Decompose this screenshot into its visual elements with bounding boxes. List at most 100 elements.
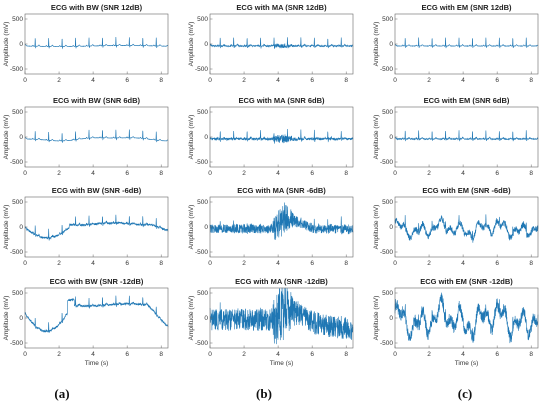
x-tick-label: 6 bbox=[310, 351, 314, 358]
y-tick-label: -500 bbox=[10, 66, 23, 73]
y-tick-label: 0 bbox=[389, 224, 393, 231]
y-axis-label: Amplitude (mV) bbox=[3, 22, 10, 67]
x-tick-label: 6 bbox=[125, 351, 129, 358]
x-tick-label: 4 bbox=[91, 77, 95, 84]
y-axis-label: Amplitude (mV) bbox=[373, 115, 380, 160]
panel-title: ECG with BW (SNR 6dB) bbox=[53, 96, 141, 105]
y-axis-label: Amplitude (mV) bbox=[373, 296, 380, 341]
x-tick-label: 4 bbox=[276, 260, 280, 267]
ecg-series-line bbox=[209, 37, 354, 49]
y-axis-label: Amplitude (mV) bbox=[373, 205, 380, 250]
panel-title: ECG with BW (SNR 12dB) bbox=[51, 3, 143, 12]
y-tick-label: 500 bbox=[197, 290, 208, 297]
ecg-series-line bbox=[394, 292, 539, 344]
panel-5: ECG with EM (SNR 6dB)0 2 4 6 8-5000500Amplit… bbox=[373, 96, 539, 177]
x-tick-label: 6 bbox=[495, 351, 499, 358]
x-tick-label: 2 bbox=[242, 351, 246, 358]
y-tick-label: -500 bbox=[380, 66, 393, 73]
y-tick-label: 0 bbox=[389, 315, 393, 322]
y-tick-label: 0 bbox=[19, 41, 23, 48]
panel-title: ECG with EM (SNR -12dB) bbox=[420, 277, 513, 286]
x-tick-label: 8 bbox=[529, 351, 533, 358]
y-tick-label: 0 bbox=[19, 224, 23, 231]
x-tick-label: 2 bbox=[57, 77, 61, 84]
y-axis-label: Amplitude (mV) bbox=[373, 22, 380, 67]
panel-3: ECG with BW (SNR 6dB)0 2 4 6 8-5000500Amplit… bbox=[3, 96, 169, 177]
caption-a: (a) bbox=[54, 386, 70, 401]
y-tick-label: -500 bbox=[195, 249, 208, 256]
caption-c: (c) bbox=[457, 386, 473, 401]
plot-frame bbox=[24, 13, 169, 75]
x-tick-label: 0 bbox=[393, 77, 397, 84]
x-tick-label: 2 bbox=[57, 170, 61, 177]
y-tick-label: -500 bbox=[380, 249, 393, 256]
x-tick-label: 0 bbox=[393, 260, 397, 267]
ecg-series-line bbox=[394, 214, 539, 243]
y-tick-label: -500 bbox=[10, 159, 23, 166]
ecg-series-line bbox=[209, 129, 354, 144]
panel-title: ECG with EM (SNR -6dB) bbox=[422, 186, 511, 195]
x-tick-label: 0 bbox=[208, 260, 212, 267]
plot-frame bbox=[24, 106, 169, 168]
x-tick-label: 8 bbox=[529, 260, 533, 267]
y-tick-label: -500 bbox=[380, 159, 393, 166]
x-tick-label: 0 bbox=[23, 351, 27, 358]
y-tick-label: 500 bbox=[197, 109, 208, 116]
panel-10: ECG with MA (SNR -12dB)0 2 4 6 8-5000500Ampl… bbox=[188, 277, 354, 367]
plot-frame bbox=[394, 287, 539, 349]
x-tick-label: 6 bbox=[495, 77, 499, 84]
ecg-figure: ECG with BW (SNR 12dB)0 2 4 6 8-5000500Ampli… bbox=[3, 3, 539, 367]
y-tick-label: 500 bbox=[382, 109, 393, 116]
panel-7: ECG with MA (SNR -6dB)0 2 4 6 8-5000500Ampli… bbox=[188, 186, 354, 267]
panel-0: ECG with BW (SNR 12dB)0 2 4 6 8-5000500Ampli… bbox=[3, 3, 169, 84]
y-tick-label: 500 bbox=[382, 16, 393, 23]
plot-frame bbox=[394, 13, 539, 75]
x-tick-label: 6 bbox=[310, 77, 314, 84]
x-tick-label: 0 bbox=[208, 170, 212, 177]
ecg-series-line bbox=[209, 287, 354, 345]
y-tick-label: -500 bbox=[380, 340, 393, 347]
y-tick-label: 0 bbox=[19, 315, 23, 322]
y-tick-label: 500 bbox=[12, 109, 23, 116]
x-tick-label: 8 bbox=[344, 351, 348, 358]
x-tick-label: 2 bbox=[242, 260, 246, 267]
x-tick-label: 6 bbox=[495, 170, 499, 177]
x-tick-label: 4 bbox=[461, 170, 465, 177]
x-tick-label: 0 bbox=[393, 170, 397, 177]
y-tick-label: 0 bbox=[204, 134, 208, 141]
y-tick-label: 500 bbox=[382, 290, 393, 297]
y-axis-label: Amplitude (mV) bbox=[188, 115, 195, 160]
x-tick-label: 6 bbox=[310, 260, 314, 267]
y-axis-label: Amplitude (mV) bbox=[188, 22, 195, 67]
panel-title: ECG with MA (SNR 12dB) bbox=[236, 3, 327, 12]
panel-6: ECG with BW (SNR -6dB)0 2 4 6 8-5000500Ampli… bbox=[3, 186, 169, 267]
panel-title: ECG with MA (SNR -12dB) bbox=[235, 277, 328, 286]
x-tick-label: 8 bbox=[344, 170, 348, 177]
x-tick-label: 8 bbox=[159, 77, 163, 84]
x-tick-label: 8 bbox=[344, 260, 348, 267]
ecg-series-line bbox=[209, 202, 354, 240]
x-tick-label: 4 bbox=[461, 77, 465, 84]
x-tick-label: 0 bbox=[23, 260, 27, 267]
x-tick-label: 6 bbox=[495, 260, 499, 267]
panel-8: ECG with EM (SNR -6dB)0 2 4 6 8-5000500Ampli… bbox=[373, 186, 539, 267]
panel-title: ECG with MA (SNR 6dB) bbox=[239, 96, 325, 105]
y-tick-label: 500 bbox=[197, 199, 208, 206]
x-tick-label: 4 bbox=[276, 170, 280, 177]
y-tick-label: -500 bbox=[195, 340, 208, 347]
y-tick-label: -500 bbox=[195, 159, 208, 166]
x-tick-label: 4 bbox=[91, 170, 95, 177]
x-tick-label: 8 bbox=[159, 351, 163, 358]
y-axis-label: Amplitude (mV) bbox=[3, 205, 10, 250]
y-tick-label: 500 bbox=[382, 199, 393, 206]
x-tick-label: 8 bbox=[159, 170, 163, 177]
y-tick-label: 500 bbox=[12, 290, 23, 297]
x-axis-label: Time (s) bbox=[270, 360, 294, 367]
y-axis-label: Amplitude (mV) bbox=[3, 115, 10, 160]
y-tick-label: 0 bbox=[204, 41, 208, 48]
y-tick-label: 0 bbox=[19, 134, 23, 141]
x-tick-label: 0 bbox=[208, 351, 212, 358]
x-tick-label: 4 bbox=[276, 77, 280, 84]
x-tick-label: 0 bbox=[208, 77, 212, 84]
x-tick-label: 2 bbox=[57, 260, 61, 267]
